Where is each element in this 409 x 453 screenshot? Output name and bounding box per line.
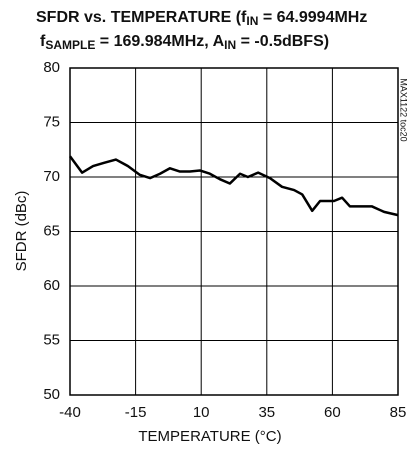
data-line [68, 155, 399, 217]
title-text: f [40, 33, 46, 50]
title-subscript: SAMPLE [45, 38, 95, 52]
title-text: = 169.984MHz, A [95, 33, 224, 50]
y-axis-label: SFDR (dBc) [13, 191, 30, 272]
x-tick-label: 35 [258, 404, 275, 421]
watermark: MAX1122 toc20 [399, 78, 409, 141]
x-tick-label: 10 [193, 404, 210, 421]
title-subscript: IN [246, 14, 258, 28]
y-tick-label: 70 [43, 168, 60, 185]
x-tick-label: -15 [125, 404, 147, 421]
title-subscript: IN [224, 38, 236, 52]
plot-frame [69, 67, 399, 396]
y-tick-label: 60 [43, 277, 60, 294]
chart-title: SFDR vs. TEMPERATURE (fIN = 64.9994MHz [36, 9, 367, 28]
title-text: = -0.5dBFS) [236, 33, 329, 50]
title-text: = 64.9994MHz [258, 9, 367, 26]
y-tick-label: 65 [43, 222, 60, 239]
title-text: SFDR vs. TEMPERATURE (f [36, 9, 247, 26]
x-tick-label: 60 [324, 404, 341, 421]
y-tick-label: 50 [43, 386, 60, 403]
y-tick-label: 75 [43, 113, 60, 130]
x-tick-label: -40 [59, 404, 81, 421]
y-tick-label: 55 [43, 331, 60, 348]
chart-title: fSAMPLE = 169.984MHz, AIN = -0.5dBFS) [40, 33, 329, 52]
x-tick-label: 85 [390, 404, 407, 421]
y-tick-label: 80 [43, 59, 60, 76]
x-axis-label: TEMPERATURE (°C) [138, 428, 281, 445]
